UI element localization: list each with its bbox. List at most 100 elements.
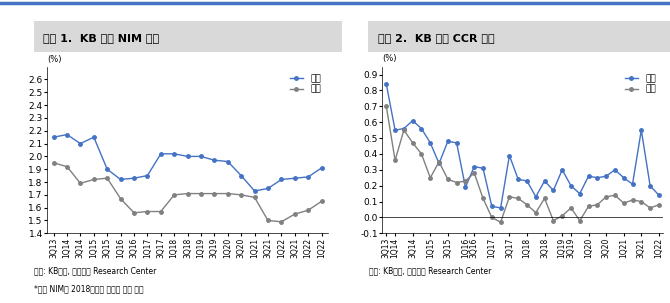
지주: [117, 178, 125, 181]
지주: [558, 168, 566, 171]
지주: [505, 154, 513, 157]
Legend: 지주, 은행: 지주, 은행: [287, 71, 324, 96]
은행: [318, 199, 326, 203]
지주: [264, 187, 272, 190]
은행: [558, 214, 566, 218]
지주: [383, 82, 391, 86]
Legend: 지주, 은행: 지주, 은행: [622, 71, 659, 96]
지주: [304, 175, 312, 179]
은행: [602, 195, 610, 199]
은행: [549, 219, 557, 222]
은행: [224, 192, 232, 195]
은행: [523, 203, 531, 207]
지주: [277, 178, 285, 181]
지주: [224, 160, 232, 163]
Line: 지주: 지주: [385, 82, 661, 210]
은행: [170, 193, 178, 197]
은행: [479, 197, 487, 200]
은행: [637, 200, 645, 203]
지주: [584, 174, 592, 178]
은행: [646, 206, 654, 210]
은행: [210, 192, 218, 195]
지주: [291, 176, 299, 180]
지주: [576, 192, 584, 195]
Line: 은행: 은행: [52, 161, 324, 224]
은행: [409, 141, 417, 145]
지주: [479, 166, 487, 170]
은행: [444, 178, 452, 181]
지주: [594, 176, 602, 180]
지주: [453, 141, 461, 145]
지주: [646, 184, 654, 188]
지주: [237, 174, 245, 178]
지주: [409, 119, 417, 122]
Line: 지주: 지주: [52, 133, 324, 193]
은행: [90, 178, 98, 181]
은행: [470, 171, 478, 175]
지주: [549, 189, 557, 192]
지주: [63, 133, 71, 136]
은행: [237, 193, 245, 197]
지주: [76, 142, 84, 145]
지주: [197, 155, 205, 158]
지주: [143, 174, 151, 178]
지주: [567, 184, 575, 188]
지주: [400, 127, 408, 130]
은행: [611, 193, 619, 197]
지주: [90, 135, 98, 139]
은행: [488, 216, 496, 219]
은행: [541, 197, 549, 200]
지주: [444, 139, 452, 143]
은행: [576, 219, 584, 222]
은행: [435, 160, 443, 164]
Text: (%): (%): [382, 55, 397, 64]
지주: [602, 174, 610, 178]
은행: [277, 220, 285, 224]
은행: [143, 210, 151, 213]
지주: [426, 141, 434, 145]
Text: *지주 NIM은 2018년부터 새로운 기준 적용: *지주 NIM은 2018년부터 새로운 기준 적용: [34, 285, 143, 294]
은행: [532, 211, 540, 215]
은행: [76, 181, 84, 185]
은행: [391, 158, 399, 162]
지주: [488, 205, 496, 208]
은행: [251, 196, 259, 199]
은행: [594, 203, 602, 207]
은행: [63, 165, 71, 168]
지주: [532, 195, 540, 199]
Text: (%): (%): [47, 55, 62, 64]
지주: [435, 162, 443, 165]
은행: [426, 176, 434, 180]
지주: [470, 165, 478, 168]
지주: [157, 152, 165, 156]
지주: [462, 185, 470, 189]
은행: [291, 212, 299, 216]
은행: [184, 192, 192, 195]
은행: [383, 105, 391, 108]
지주: [210, 158, 218, 162]
은행: [304, 208, 312, 212]
지주: [170, 152, 178, 156]
지주: [655, 193, 663, 197]
은행: [453, 181, 461, 184]
은행: [496, 220, 505, 224]
지주: [50, 135, 58, 139]
지주: [523, 179, 531, 183]
Line: 은행: 은행: [385, 105, 661, 224]
은행: [514, 197, 522, 200]
은행: [505, 195, 513, 199]
지주: [496, 206, 505, 210]
지주: [103, 167, 111, 171]
지주: [318, 166, 326, 170]
Text: 그림 2.  KB 금융 CCR 추이: 그림 2. KB 금융 CCR 추이: [378, 33, 494, 43]
은행: [567, 206, 575, 210]
은행: [620, 201, 628, 205]
지주: [251, 189, 259, 193]
Text: 그림 1.  KB 금융 NIM 추이: 그림 1. KB 금융 NIM 추이: [43, 33, 159, 43]
은행: [103, 176, 111, 180]
은행: [157, 210, 165, 213]
은행: [417, 152, 425, 156]
은행: [130, 211, 138, 215]
지주: [514, 178, 522, 181]
지주: [130, 176, 138, 180]
